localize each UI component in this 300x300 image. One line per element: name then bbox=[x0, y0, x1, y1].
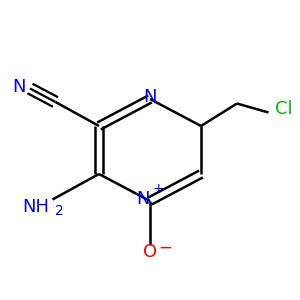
Text: NH: NH bbox=[22, 198, 50, 216]
Text: N: N bbox=[143, 88, 157, 106]
Text: O: O bbox=[143, 243, 157, 261]
Text: N: N bbox=[12, 78, 25, 96]
Text: +: + bbox=[153, 182, 164, 196]
Text: Cl: Cl bbox=[275, 100, 292, 118]
Text: −: − bbox=[158, 238, 172, 256]
Text: N: N bbox=[136, 190, 149, 208]
Text: 2: 2 bbox=[55, 204, 64, 218]
